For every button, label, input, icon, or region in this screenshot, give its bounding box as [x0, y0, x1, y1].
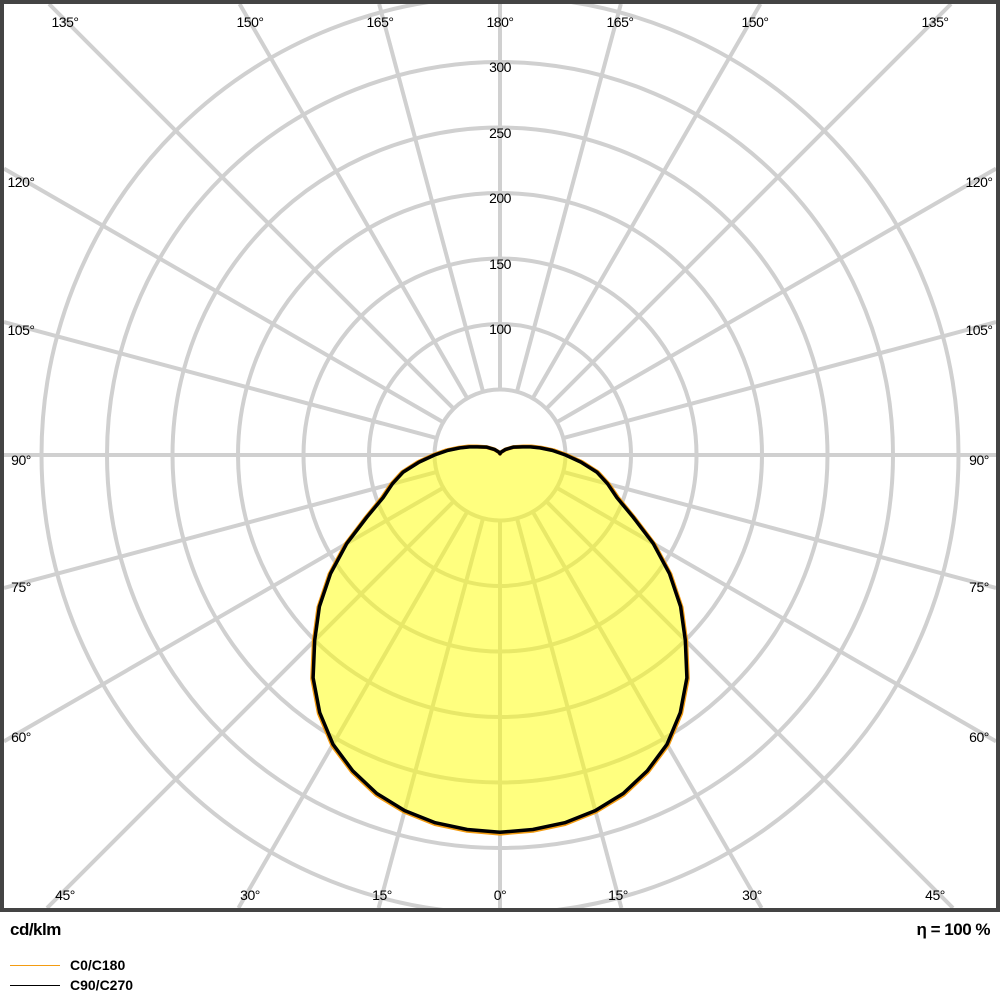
angle-label: 30° [240, 887, 260, 903]
angle-label: 75° [11, 579, 31, 595]
unit-label: cd/klm [10, 920, 61, 939]
angle-label: 45° [55, 887, 75, 903]
angle-label: 75° [969, 579, 989, 595]
angle-label: 0° [493, 887, 507, 903]
radial-tick-label: 150 [489, 255, 511, 272]
grid-ray [4, 166, 445, 424]
angle-label: 45° [925, 887, 945, 903]
grid-ray [531, 4, 763, 400]
grid-ray [377, 4, 485, 393]
radial-tick-label: 300 [489, 59, 511, 75]
angle-label: 150° [236, 14, 264, 30]
series-c90-c270 [311, 445, 689, 835]
angle-label: 15° [608, 887, 628, 903]
radial-tick-label: 200 [489, 190, 511, 206]
legend-item-c0: C0/C180 [10, 957, 125, 973]
angle-label: 135° [51, 14, 79, 30]
angle-label: 180° [486, 14, 514, 30]
radial-tick-label: 100 [489, 321, 511, 337]
intensity-curves [310, 444, 690, 836]
grid-ray [47, 4, 456, 411]
angle-label: 105° [965, 322, 993, 338]
grid-ray [544, 4, 953, 411]
grid-ray [515, 4, 623, 393]
grid-ray [562, 470, 996, 590]
legend-item-c90: C90/C270 [10, 977, 133, 993]
efficiency-label: η = 100 % [916, 920, 991, 939]
angle-label: 135° [921, 14, 949, 30]
grid-ray [555, 166, 996, 424]
intensity-fill [313, 446, 687, 833]
angle-label: 165° [366, 14, 394, 30]
grid-ray [4, 320, 438, 440]
angle-label: 90° [11, 452, 31, 468]
angle-label: 15° [372, 887, 392, 903]
legend-label-c90: C90/C270 [70, 977, 134, 993]
legend-swatch-c0 [10, 964, 60, 966]
angle-label: 150° [741, 14, 769, 30]
angle-label: 60° [969, 729, 989, 745]
grid-ray [562, 320, 996, 440]
angle-label: 120° [965, 174, 993, 190]
angle-label: 105° [7, 322, 35, 338]
angle-label: 90° [969, 452, 989, 468]
angle-label: 120° [7, 174, 35, 190]
grid-ray [4, 470, 438, 590]
legend-label-c0: C0/C180 [70, 957, 126, 973]
radial-tick-label: 250 [489, 124, 511, 141]
angle-label: 30° [742, 887, 762, 903]
polar-plot [0, 0, 1000, 912]
legend-swatch-c90 [10, 984, 60, 986]
grid-ray [237, 4, 469, 400]
plot-frame [0, 0, 1000, 912]
angle-label: 60° [11, 729, 31, 745]
angle-label: 165° [606, 14, 634, 30]
